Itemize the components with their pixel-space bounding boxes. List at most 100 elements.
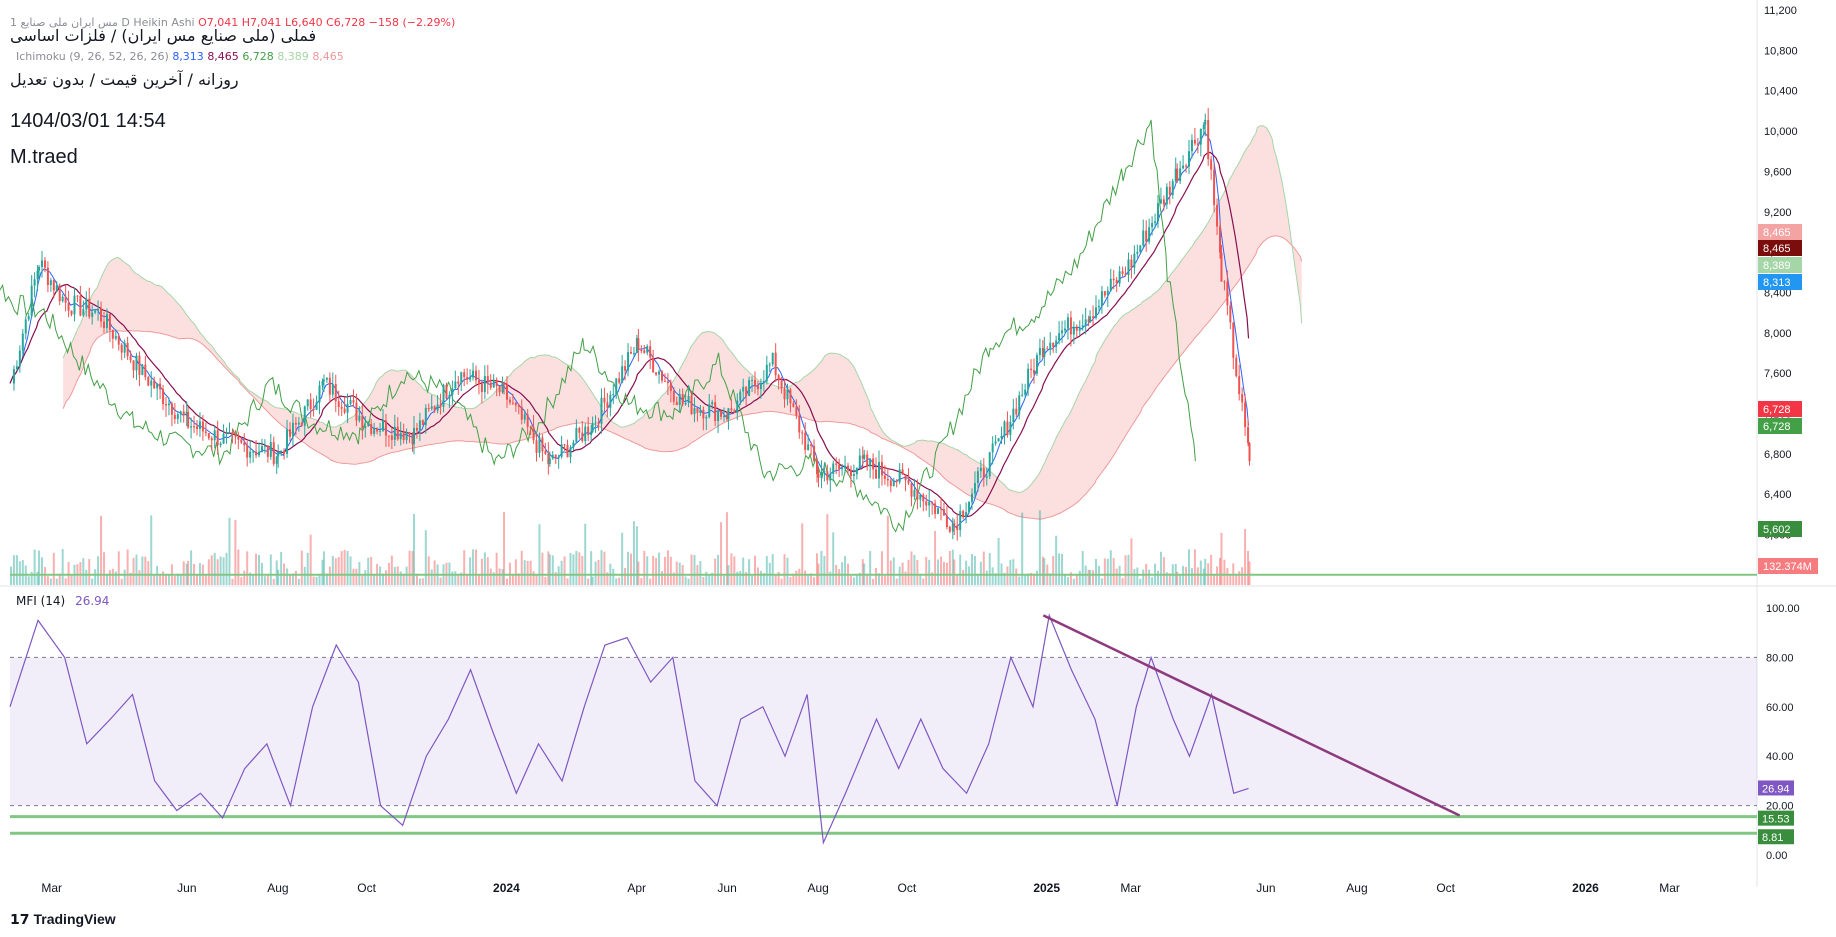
candle-body xyxy=(777,375,780,381)
candle xyxy=(196,420,198,436)
candle xyxy=(511,393,514,406)
candle-body xyxy=(956,525,959,531)
candle xyxy=(469,369,472,383)
candle xyxy=(714,394,717,427)
candle xyxy=(1226,270,1229,316)
candle-body xyxy=(1193,139,1196,144)
candle xyxy=(736,393,739,421)
candle xyxy=(30,275,33,318)
candle-body xyxy=(367,423,370,426)
candle-body xyxy=(640,350,643,352)
volume-bar xyxy=(661,571,663,585)
candle xyxy=(792,401,795,408)
mfi-value: 26.94 xyxy=(75,594,110,608)
candle xyxy=(956,513,959,541)
candle-body xyxy=(581,432,584,442)
volume-bar xyxy=(1162,557,1165,585)
candle-body xyxy=(49,280,52,286)
candle xyxy=(1248,441,1251,466)
candle-body xyxy=(699,409,702,413)
volume-bar xyxy=(965,560,968,585)
candle xyxy=(402,423,405,444)
volume-bar xyxy=(67,562,70,585)
volume-bar xyxy=(861,559,864,585)
volume-bar xyxy=(919,573,922,585)
candle-body xyxy=(869,458,872,467)
tradingview-logo[interactable]: 𝟭𝟳 TradingView xyxy=(10,911,116,928)
candle-body xyxy=(318,385,321,403)
candle xyxy=(554,454,557,464)
volume-bar xyxy=(1176,571,1179,585)
ichimoku-legend[interactable]: Ichimoku (9, 26, 52, 26, 26) 8,313 8,465… xyxy=(16,50,344,63)
candle-body xyxy=(780,380,783,389)
volume-bar xyxy=(826,514,829,585)
candle xyxy=(742,378,745,402)
volume-bar xyxy=(492,572,495,585)
candle xyxy=(418,412,421,441)
candle-body xyxy=(810,444,813,446)
ichimoku-label: Ichimoku (9, 26, 52, 26, 26) xyxy=(16,50,169,63)
candle-body xyxy=(193,426,196,428)
volume-bar xyxy=(361,574,364,585)
time-tick-label: Oct xyxy=(357,881,376,895)
price-tick-label: 9,200 xyxy=(1764,207,1792,219)
candle-body xyxy=(315,402,318,410)
volume-bar xyxy=(1220,532,1223,585)
candle-body xyxy=(492,379,495,388)
volume-bar xyxy=(1151,577,1154,585)
candle xyxy=(300,421,303,427)
volume-bar xyxy=(204,575,207,585)
volume-bar xyxy=(739,571,742,585)
candle xyxy=(801,429,804,445)
candle-body xyxy=(228,432,231,434)
volume-bar xyxy=(318,575,321,585)
time-tick-label: 2025 xyxy=(1033,881,1060,895)
candle-body xyxy=(1024,389,1027,395)
volume-bar xyxy=(916,559,919,585)
candle xyxy=(43,257,46,273)
volume-bar xyxy=(85,569,88,585)
candle-body xyxy=(1092,316,1095,318)
volume-bar xyxy=(82,558,85,585)
candle xyxy=(658,369,661,384)
volume-bar xyxy=(506,578,508,585)
volume-bar xyxy=(1061,553,1064,585)
candle xyxy=(1142,219,1145,249)
candle xyxy=(352,389,355,408)
candle xyxy=(343,397,346,415)
candle-body xyxy=(472,370,475,378)
mfi-legend[interactable]: MFI (14) 26.94 xyxy=(16,594,109,608)
candle xyxy=(852,464,855,484)
candle-body xyxy=(895,480,898,483)
candle xyxy=(541,434,544,462)
candle xyxy=(331,372,334,399)
candle xyxy=(693,397,696,423)
mfi-tick-label: 80.00 xyxy=(1766,652,1794,664)
mfi-value-label: 15.53 xyxy=(1758,810,1794,826)
volume-bar xyxy=(1030,572,1033,585)
candle xyxy=(367,420,370,427)
volume-bar xyxy=(1055,535,1058,585)
candle xyxy=(985,467,988,486)
volume-bar xyxy=(349,556,352,585)
candle-body xyxy=(1216,205,1219,227)
volume-bar xyxy=(632,521,635,585)
candle-body xyxy=(67,302,70,311)
price-labels: 8,465 8,465 8,389 8,313 6,728 6,728 5,602 132.3… xyxy=(1758,224,1818,574)
volume-bar xyxy=(956,575,959,585)
ohlc-values: O7,041 H7,041 L6,640 C6,728 −158 (−2.29%… xyxy=(198,16,456,29)
candle-body xyxy=(255,451,258,456)
volume-bar xyxy=(1210,554,1213,585)
candle-body xyxy=(52,280,55,291)
candles xyxy=(12,108,1251,541)
candle xyxy=(201,415,204,441)
candle-body xyxy=(1081,325,1084,328)
candle xyxy=(632,346,635,358)
candle xyxy=(609,390,612,417)
volume-bar xyxy=(269,554,272,585)
candle xyxy=(225,427,228,444)
candle-body xyxy=(994,441,997,444)
volume-bar xyxy=(114,571,117,585)
candle xyxy=(451,380,454,405)
